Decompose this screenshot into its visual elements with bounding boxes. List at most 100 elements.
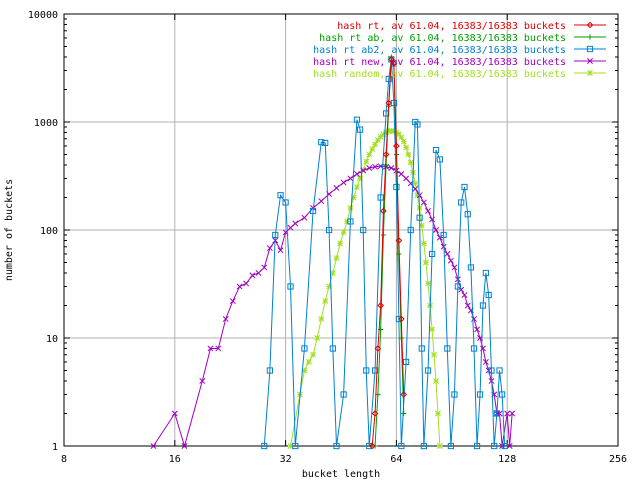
data-point bbox=[287, 283, 294, 290]
x-tick-label: 16 bbox=[169, 454, 181, 465]
data-point bbox=[488, 367, 495, 374]
data-point bbox=[471, 316, 477, 322]
y-tick-label: 1000 bbox=[34, 118, 58, 129]
data-point bbox=[249, 272, 256, 279]
data-point bbox=[474, 326, 481, 333]
y-tick-label: 1 bbox=[52, 442, 58, 453]
data-point bbox=[292, 220, 299, 227]
data-point bbox=[215, 345, 222, 352]
data-point bbox=[363, 158, 370, 165]
data-point bbox=[344, 218, 351, 225]
data-point bbox=[372, 141, 379, 148]
data-point bbox=[403, 175, 410, 182]
data-point bbox=[353, 184, 360, 190]
data-point bbox=[333, 442, 340, 450]
data-point bbox=[467, 264, 475, 271]
data-point bbox=[372, 163, 379, 170]
data-point bbox=[261, 442, 268, 450]
data-point bbox=[447, 442, 454, 450]
data-point bbox=[318, 198, 325, 205]
legend: hash rt, av 61.04, 16383/16383 bucketsha… bbox=[313, 21, 606, 80]
data-point bbox=[377, 133, 384, 140]
data-point bbox=[451, 264, 458, 271]
data-point bbox=[322, 298, 329, 304]
series-4 bbox=[150, 163, 516, 449]
data-point bbox=[444, 251, 451, 257]
data-point bbox=[407, 159, 414, 166]
y-tick-label: 10000 bbox=[28, 10, 58, 21]
data-point bbox=[366, 165, 373, 171]
data-point bbox=[301, 345, 308, 352]
data-point bbox=[377, 194, 384, 201]
data-point bbox=[420, 199, 427, 206]
data-point bbox=[277, 247, 284, 254]
series-5 bbox=[287, 127, 443, 449]
legend-label: hash rt new, av 61.04, 16383/16383 bucke… bbox=[313, 57, 566, 68]
data-point bbox=[388, 56, 395, 63]
data-point bbox=[436, 443, 443, 449]
data-point bbox=[451, 391, 458, 398]
data-point bbox=[398, 335, 404, 341]
data-point bbox=[318, 316, 325, 322]
data-point bbox=[504, 410, 511, 417]
data-point bbox=[482, 359, 489, 365]
data-point bbox=[400, 138, 407, 145]
data-point bbox=[357, 175, 364, 182]
data-point bbox=[383, 129, 390, 136]
data-point bbox=[368, 442, 376, 450]
data-point bbox=[416, 192, 423, 199]
data-point bbox=[287, 443, 294, 449]
data-point bbox=[340, 229, 347, 236]
data-point bbox=[412, 185, 419, 192]
data-point bbox=[282, 199, 289, 206]
data-point bbox=[401, 410, 407, 417]
data-point bbox=[357, 126, 364, 133]
data-point bbox=[400, 391, 408, 398]
data-point bbox=[325, 226, 333, 234]
data-point bbox=[496, 367, 503, 374]
data-point bbox=[405, 151, 412, 158]
data-point bbox=[416, 214, 423, 221]
data-point bbox=[322, 139, 329, 147]
data-point bbox=[464, 211, 471, 218]
data-point bbox=[199, 378, 206, 384]
data-point bbox=[436, 234, 443, 241]
data-point bbox=[347, 218, 354, 225]
data-point bbox=[388, 127, 395, 134]
data-point bbox=[440, 231, 447, 239]
data-point bbox=[347, 205, 354, 211]
data-point bbox=[395, 131, 402, 138]
data-point bbox=[470, 345, 478, 352]
data-point bbox=[222, 316, 229, 322]
data-point bbox=[398, 171, 405, 177]
data-point bbox=[272, 231, 279, 239]
data-point bbox=[444, 345, 451, 352]
data-point bbox=[476, 391, 484, 398]
y-tick-label: 100 bbox=[40, 226, 58, 237]
data-point bbox=[314, 335, 321, 341]
data-point bbox=[431, 351, 438, 358]
data-point bbox=[150, 443, 157, 449]
series-3 bbox=[261, 56, 508, 450]
data-point bbox=[380, 232, 386, 238]
data-point bbox=[333, 185, 340, 191]
data-point bbox=[586, 21, 594, 29]
data-point bbox=[479, 302, 487, 309]
series-1 bbox=[368, 56, 408, 450]
data-point bbox=[388, 165, 395, 171]
series-line bbox=[263, 59, 506, 447]
data-point bbox=[366, 151, 373, 158]
series-line bbox=[153, 165, 513, 448]
data-point bbox=[414, 121, 421, 128]
data-point bbox=[340, 391, 347, 398]
x-tick-label: 64 bbox=[390, 454, 402, 465]
data-point bbox=[277, 192, 284, 199]
data-point bbox=[587, 58, 593, 64]
x-tick-label: 128 bbox=[498, 454, 516, 465]
data-point bbox=[243, 280, 250, 287]
x-axis-title: bucket length bbox=[302, 469, 380, 480]
data-point bbox=[305, 359, 312, 365]
data-point bbox=[433, 227, 439, 233]
data-point bbox=[493, 410, 500, 417]
data-point bbox=[377, 302, 384, 309]
